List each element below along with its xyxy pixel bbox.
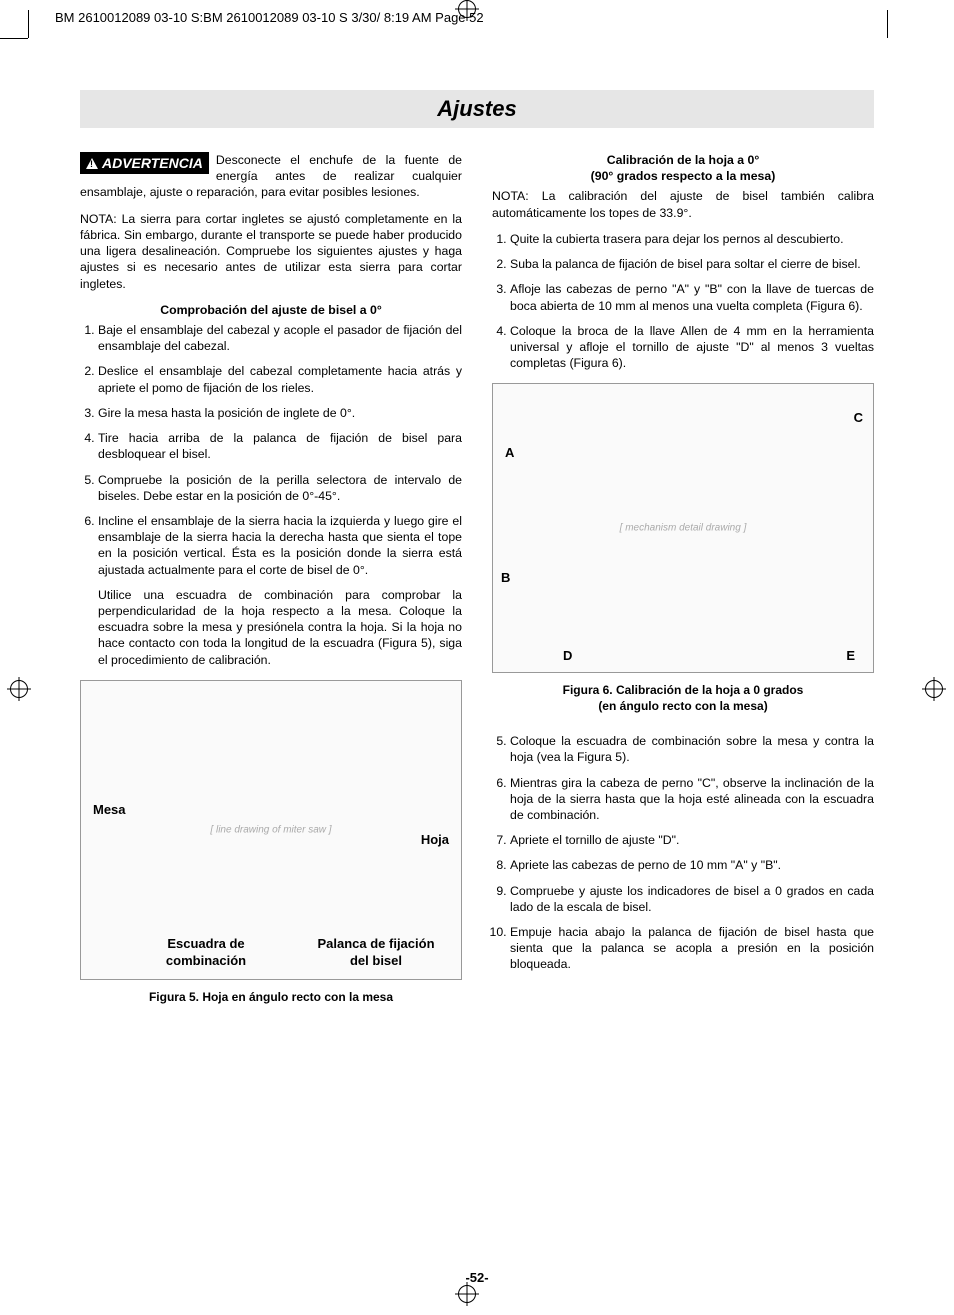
page-body: Ajustes ADVERTENCIA Desconecte el enchuf… xyxy=(80,90,874,1006)
fig5-label-palanca: Palanca de fijación del bisel xyxy=(311,935,441,969)
registration-mark-icon xyxy=(10,680,28,698)
warning-paragraph: ADVERTENCIA Desconecte el enchufe de la … xyxy=(80,152,462,201)
list-item: Coloque la escuadra de combinación sobre… xyxy=(510,733,874,765)
fig6-label-c: C xyxy=(854,409,863,426)
warning-label: ADVERTENCIA xyxy=(102,155,203,171)
registration-mark-icon xyxy=(925,680,943,698)
fig5-label-escuadra: Escuadra de combinación xyxy=(151,935,261,969)
list-item: Apriete el tornillo de ajuste "D". xyxy=(510,832,874,848)
diagram-placeholder-icon: [ line drawing of miter saw ] xyxy=(210,823,331,836)
list-item: Afloje las cabezas de perno "A" y "B" co… xyxy=(510,281,874,313)
fig6-label-a: A xyxy=(505,444,514,461)
right-steps-a: Quite la cubierta trasera para dejar los… xyxy=(492,231,874,372)
figure-6-diagram: [ mechanism detail drawing ] A B C D E xyxy=(492,383,874,673)
fig5-label-hoja: Hoja xyxy=(421,831,449,848)
registration-mark-icon xyxy=(458,0,476,18)
list-item: Mientras gira la cabeza de perno "C", ob… xyxy=(510,775,874,824)
left-steps-list: Baje el ensamblaje del cabezal y acople … xyxy=(80,322,462,668)
right-column: Calibración de la hoja a 0° (90° grados … xyxy=(492,152,874,1006)
note-paragraph: NOTA: La sierra para cortar ingletes se … xyxy=(80,211,462,292)
list-item: Utilice una escuadra de combinación para… xyxy=(98,587,462,668)
crop-mark xyxy=(0,38,28,39)
right-note: NOTA: La calibración del ajuste de bisel… xyxy=(492,188,874,220)
list-item: Empuje hacia abajo la palanca de fijació… xyxy=(510,924,874,973)
figure-6-caption-line2: (en ángulo recto con la mesa) xyxy=(492,699,874,715)
right-subheading-line1: Calibración de la hoja a 0° xyxy=(492,152,874,168)
print-slug-line: BM 2610012089 03-10 S:BM 2610012089 03-1… xyxy=(55,10,484,25)
diagram-placeholder-icon: [ mechanism detail drawing ] xyxy=(620,522,747,535)
crop-mark xyxy=(887,10,888,38)
right-subheading-line2: (90° grados respecto a la mesa) xyxy=(492,168,874,184)
crop-mark xyxy=(28,10,29,38)
fig6-label-d: D xyxy=(563,647,572,664)
list-item: Gire la mesa hasta la posición de inglet… xyxy=(98,405,462,421)
list-item: Quite la cubierta trasera para dejar los… xyxy=(510,231,874,247)
fig6-label-e: E xyxy=(846,647,855,664)
list-item: Apriete las cabezas de perno de 10 mm "A… xyxy=(510,857,874,873)
list-item: Coloque la broca de la llave Allen de 4 … xyxy=(510,323,874,372)
left-subheading: Comprobación del ajuste de bisel a 0° xyxy=(80,302,462,318)
registration-mark-icon xyxy=(458,1285,476,1303)
list-item: Suba la palanca de fijación de bisel par… xyxy=(510,256,874,272)
fig5-label-mesa: Mesa xyxy=(93,801,126,818)
list-item: Baje el ensamblaje del cabezal y acople … xyxy=(98,322,462,354)
list-item: Tire hacia arriba de la palanca de fijac… xyxy=(98,430,462,462)
section-title: Ajustes xyxy=(80,90,874,128)
list-item: Deslice el ensamblaje del cabezal comple… xyxy=(98,363,462,395)
list-item: Compruebe y ajuste los indicadores de bi… xyxy=(510,883,874,915)
list-item: Compruebe la posición de la perilla sele… xyxy=(98,472,462,504)
left-column: ADVERTENCIA Desconecte el enchufe de la … xyxy=(80,152,462,1006)
figure-5-diagram: [ line drawing of miter saw ] Mesa Hoja … xyxy=(80,680,462,980)
right-steps-b: Coloque la escuadra de combinación sobre… xyxy=(492,733,874,973)
list-item: Incline el ensamblaje de la sierra hacia… xyxy=(98,513,462,578)
figure-5-caption: Figura 5. Hoja en ángulo recto con la me… xyxy=(80,990,462,1006)
fig6-label-b: B xyxy=(501,569,510,586)
page-number: -52- xyxy=(0,1270,954,1285)
figure-6-caption-line1: Figura 6. Calibración de la hoja a 0 gra… xyxy=(492,683,874,699)
warning-triangle-icon xyxy=(86,158,98,169)
warning-badge: ADVERTENCIA xyxy=(80,152,209,174)
